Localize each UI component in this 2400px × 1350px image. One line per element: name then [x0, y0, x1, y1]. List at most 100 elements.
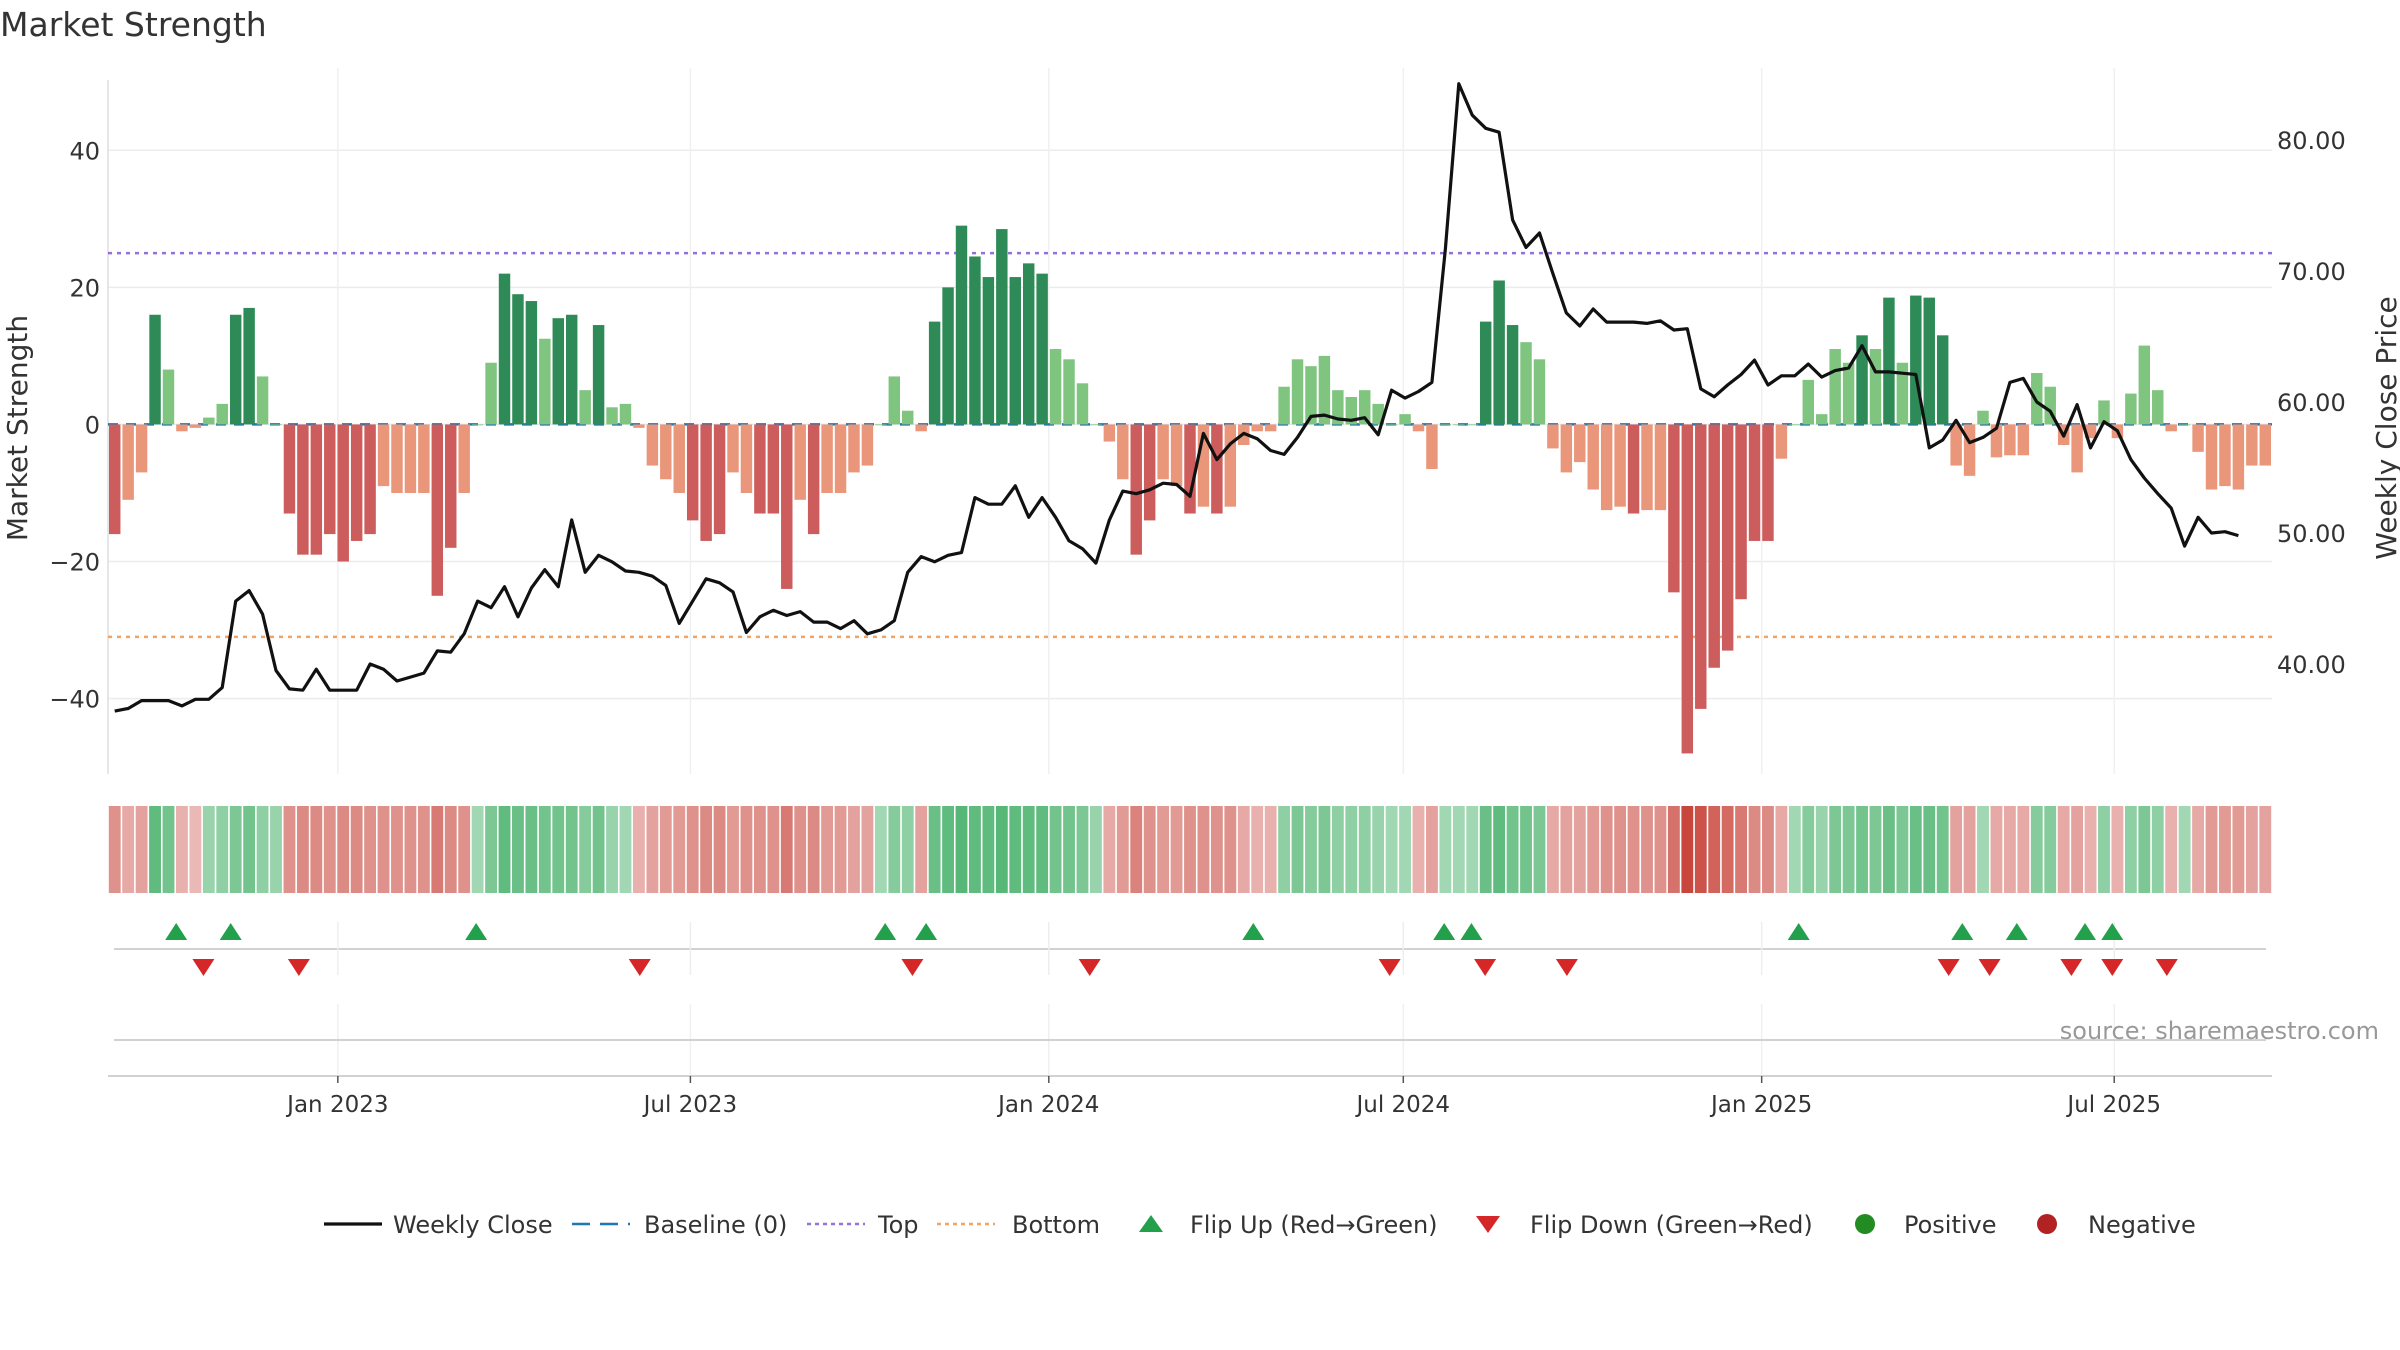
strength-band-cell [969, 806, 981, 893]
strength-bar [767, 424, 780, 514]
strength-band-cell [350, 806, 363, 893]
strength-bar [2044, 386, 2056, 425]
strength-bar [1479, 321, 1492, 425]
strength-band-cell [2165, 806, 2178, 893]
strength-bar [1802, 379, 1815, 425]
strength-bar [579, 390, 591, 425]
strength-band-cell [444, 806, 457, 893]
strength-bar [539, 338, 551, 425]
flip-down-marker [628, 959, 651, 976]
strength-bar [1090, 424, 1102, 426]
strength-bar [1547, 424, 1559, 449]
strength-band-cell [1546, 806, 1559, 893]
strength-bar [646, 424, 659, 466]
x-tick-label: Jan 2023 [285, 1092, 388, 1118]
strength-bar [418, 424, 430, 493]
strength-bar [2004, 424, 2016, 456]
strength-bar [875, 424, 887, 426]
strength-band-cell [2219, 806, 2231, 893]
strength-band-cell [1694, 806, 1707, 893]
strength-band-cell [1923, 806, 1936, 893]
strength-band-cell [243, 806, 256, 893]
strength-band-cell [1210, 806, 1223, 893]
strength-bar [1668, 424, 1680, 593]
strength-bar [902, 410, 914, 425]
strength-bar [310, 424, 323, 555]
strength-bar [337, 424, 349, 562]
strength-bar [928, 321, 941, 425]
strength-bar [270, 424, 282, 426]
strength-band-cell [1143, 806, 1156, 893]
strength-band-cell [727, 806, 739, 893]
strength-bar [781, 424, 793, 589]
strength-bar [1426, 424, 1438, 469]
strength-bar [1762, 424, 1774, 541]
strength-bar [2152, 390, 2164, 425]
strength-bar [2205, 424, 2218, 490]
strength-band-cell [579, 806, 592, 893]
strength-band-cell [1681, 806, 1694, 893]
strength-bar [1842, 362, 1855, 425]
strength-band-cell [485, 806, 497, 893]
strength-band-cell [1426, 806, 1438, 893]
left-tick-label: 20 [69, 274, 100, 302]
strength-band-cell [1130, 806, 1143, 893]
strength-band-cell [391, 806, 403, 893]
strength-band-cell [1506, 806, 1519, 893]
strength-band-cell [1627, 806, 1640, 893]
strength-band-cell [1614, 806, 1627, 893]
strength-bar [1412, 424, 1425, 432]
flip-down-marker [1078, 959, 1101, 976]
strength-band-cell [565, 806, 578, 893]
strength-bar [377, 424, 390, 487]
strength-band-cell [1439, 806, 1452, 893]
strength-band-cell [2057, 806, 2070, 893]
strength-bar [834, 424, 847, 493]
strength-bar [821, 424, 833, 493]
strength-bar [606, 407, 618, 425]
strength-bar [1264, 424, 1277, 432]
strength-band-cell [1654, 806, 1667, 893]
legend-label: Positive [1904, 1211, 1997, 1239]
strength-bar [700, 424, 712, 541]
strength-band-cell [901, 806, 914, 893]
x-tick-label: Jan 2024 [996, 1092, 1099, 1118]
strength-bar [1614, 424, 1626, 507]
strength-band-cell [673, 806, 686, 893]
legend-item: Positive [1855, 1211, 1997, 1239]
strength-bar [2246, 424, 2258, 466]
strength-bar [673, 424, 685, 493]
legend-label: Bottom [1012, 1211, 1100, 1239]
strength-bar [660, 424, 672, 480]
strength-bar [2017, 424, 2030, 456]
left-tick-label: 40 [69, 137, 100, 165]
x-tick-label: Jul 2025 [2065, 1092, 2161, 1118]
right-y-axis-label: Weekly Close Price [2370, 296, 2400, 559]
left-tick-label: −20 [49, 549, 100, 577]
strength-band-cell [458, 806, 471, 893]
flip-up-marker [1951, 923, 1974, 940]
strength-bar [1291, 359, 1304, 425]
strength-bar [592, 325, 605, 425]
strength-band-cell [202, 806, 215, 893]
strength-bar [364, 424, 376, 535]
strength-band-cell [2084, 806, 2097, 893]
flip-up-marker [165, 923, 188, 940]
strength-band-cell [1735, 806, 1748, 893]
strength-band-cell [1909, 806, 1922, 893]
strength-band-cell [1667, 806, 1680, 893]
strength-band-cell [512, 806, 524, 893]
strength-bar [458, 424, 470, 493]
legend-label: Baseline (0) [644, 1211, 787, 1239]
strength-bar [2138, 345, 2151, 425]
strength-bar [2125, 393, 2137, 425]
strength-bar [1695, 424, 1707, 709]
strength-band-cell [1237, 806, 1250, 893]
legend-label: Flip Up (Red→Green) [1190, 1211, 1438, 1239]
strength-bar [713, 424, 726, 535]
strength-band-cell [270, 806, 282, 893]
strength-bar [1883, 297, 1895, 425]
strength-band-cell [861, 806, 874, 893]
strength-bar [391, 424, 403, 493]
strength-band-cell [1197, 806, 1210, 893]
